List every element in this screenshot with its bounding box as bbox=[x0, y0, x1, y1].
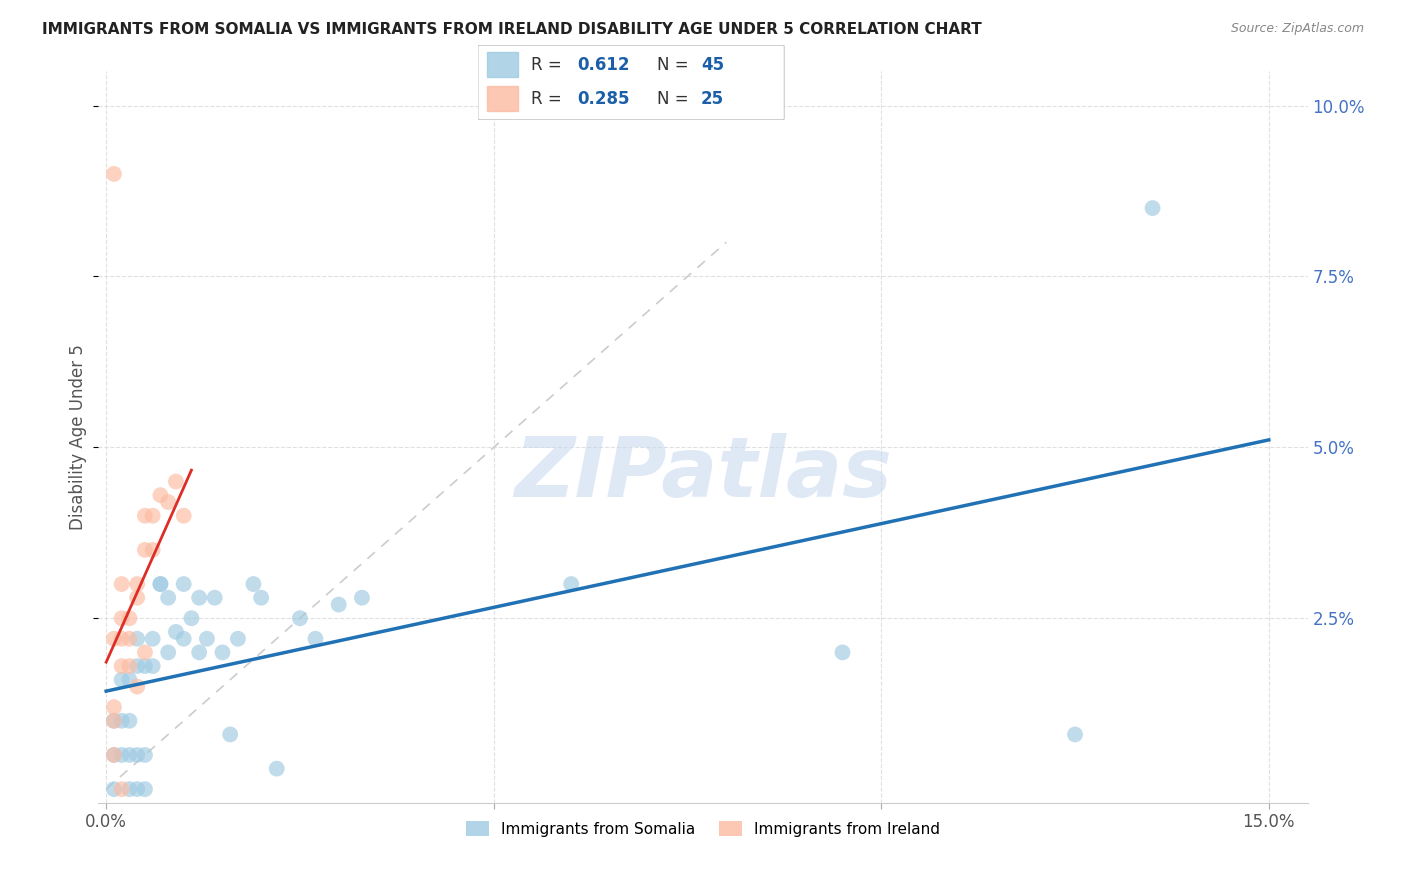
Text: 0.285: 0.285 bbox=[576, 90, 630, 108]
Point bbox=[165, 475, 187, 489]
Point bbox=[118, 659, 141, 673]
Point bbox=[127, 782, 149, 797]
Point bbox=[134, 659, 156, 673]
Point bbox=[118, 747, 141, 762]
Text: 45: 45 bbox=[700, 56, 724, 74]
Point bbox=[219, 727, 242, 741]
Point bbox=[142, 632, 165, 646]
Bar bbox=[488, 87, 519, 112]
Point bbox=[142, 508, 165, 523]
Point bbox=[127, 591, 149, 605]
Legend: Immigrants from Somalia, Immigrants from Ireland: Immigrants from Somalia, Immigrants from… bbox=[460, 814, 946, 843]
Point bbox=[127, 747, 149, 762]
Point bbox=[288, 611, 311, 625]
Text: 0.612: 0.612 bbox=[576, 56, 630, 74]
Point bbox=[157, 591, 180, 605]
Point bbox=[111, 714, 134, 728]
Point bbox=[103, 167, 125, 181]
Point bbox=[134, 508, 156, 523]
Y-axis label: Disability Age Under 5: Disability Age Under 5 bbox=[69, 344, 87, 530]
Point bbox=[304, 632, 326, 646]
Point bbox=[266, 762, 288, 776]
Point bbox=[111, 659, 134, 673]
Point bbox=[204, 591, 226, 605]
Point bbox=[250, 591, 273, 605]
Point bbox=[328, 598, 350, 612]
Text: N =: N = bbox=[658, 90, 695, 108]
Point bbox=[118, 611, 141, 625]
Point bbox=[127, 632, 149, 646]
Point bbox=[165, 624, 187, 639]
Text: Source: ZipAtlas.com: Source: ZipAtlas.com bbox=[1230, 22, 1364, 36]
Point bbox=[118, 673, 141, 687]
Point bbox=[127, 577, 149, 591]
Point bbox=[180, 611, 202, 625]
Text: R =: R = bbox=[530, 90, 567, 108]
Point bbox=[211, 645, 233, 659]
Point bbox=[111, 632, 134, 646]
Text: ZIPatlas: ZIPatlas bbox=[515, 434, 891, 514]
Point bbox=[134, 782, 156, 797]
Text: IMMIGRANTS FROM SOMALIA VS IMMIGRANTS FROM IRELAND DISABILITY AGE UNDER 5 CORREL: IMMIGRANTS FROM SOMALIA VS IMMIGRANTS FR… bbox=[42, 22, 981, 37]
Point bbox=[111, 673, 134, 687]
Text: 25: 25 bbox=[700, 90, 724, 108]
Point bbox=[350, 591, 373, 605]
Point bbox=[195, 632, 218, 646]
Point bbox=[560, 577, 582, 591]
Point bbox=[111, 577, 134, 591]
Point bbox=[226, 632, 249, 646]
Point bbox=[188, 591, 211, 605]
Point bbox=[127, 659, 149, 673]
Point bbox=[111, 747, 134, 762]
Point bbox=[142, 659, 165, 673]
Point bbox=[149, 577, 172, 591]
Point bbox=[118, 714, 141, 728]
Point bbox=[103, 714, 125, 728]
Point bbox=[103, 632, 125, 646]
Point bbox=[831, 645, 853, 659]
Text: R =: R = bbox=[530, 56, 567, 74]
Point bbox=[134, 645, 156, 659]
Point bbox=[103, 747, 125, 762]
Point bbox=[118, 632, 141, 646]
Point bbox=[157, 645, 180, 659]
Point bbox=[111, 611, 134, 625]
Point bbox=[134, 747, 156, 762]
Point bbox=[118, 782, 141, 797]
Point bbox=[149, 577, 172, 591]
Point bbox=[127, 680, 149, 694]
Point bbox=[149, 488, 172, 502]
Point bbox=[142, 542, 165, 557]
Point bbox=[134, 542, 156, 557]
Bar bbox=[488, 52, 519, 78]
Point bbox=[173, 508, 195, 523]
Point bbox=[103, 700, 125, 714]
Point bbox=[242, 577, 264, 591]
Text: N =: N = bbox=[658, 56, 695, 74]
Point bbox=[173, 577, 195, 591]
Point bbox=[157, 495, 180, 509]
Point bbox=[103, 747, 125, 762]
Point bbox=[103, 782, 125, 797]
Point bbox=[188, 645, 211, 659]
Point bbox=[1064, 727, 1087, 741]
Point bbox=[173, 632, 195, 646]
Point bbox=[1142, 201, 1164, 215]
FancyBboxPatch shape bbox=[478, 45, 785, 120]
Point bbox=[103, 714, 125, 728]
Point bbox=[111, 782, 134, 797]
